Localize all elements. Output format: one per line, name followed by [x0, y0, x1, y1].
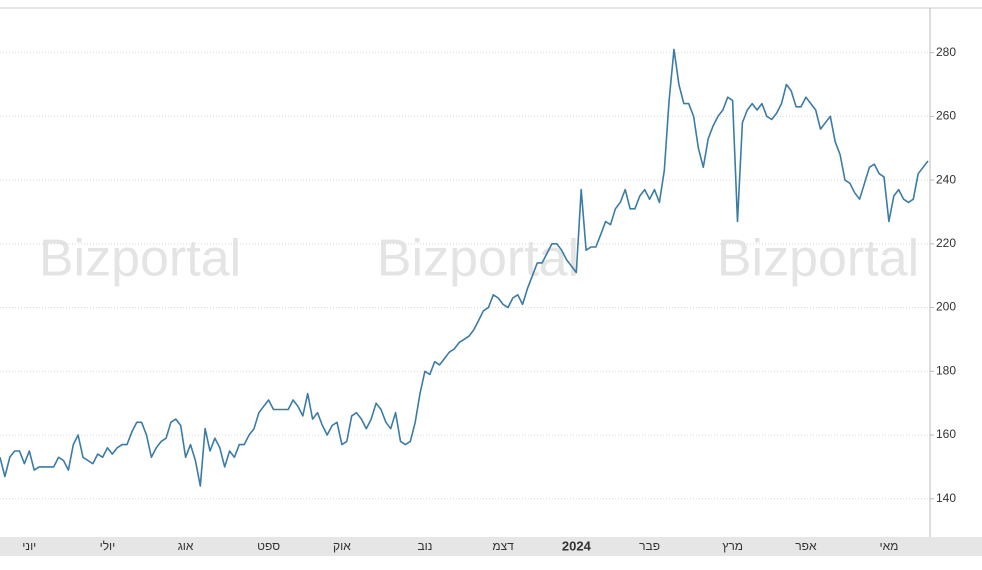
y-tick-label: 180	[936, 363, 956, 377]
price-line	[0, 48, 929, 487]
y-tick-label: 140	[936, 491, 956, 505]
x-tick-label: מרץ	[722, 539, 743, 553]
y-tick-label: 160	[936, 427, 956, 441]
watermark: Bizportal	[377, 230, 579, 288]
watermark: Bizportal	[717, 230, 919, 288]
x-tick-label: מאי	[879, 539, 898, 553]
y-tick-label: 240	[936, 172, 956, 186]
x-axis-band	[0, 537, 982, 556]
x-tick-label: ספט	[257, 539, 280, 553]
x-tick-label: אפר	[795, 539, 817, 553]
x-tick-label: יוני	[22, 539, 36, 553]
y-tick-label: 260	[936, 109, 956, 123]
watermark: Bizportal	[39, 230, 241, 288]
x-tick-label: אוג	[178, 539, 194, 553]
x-tick-label: פבר	[639, 539, 660, 553]
y-tick-label: 280	[936, 45, 956, 59]
x-tick-label: יולי	[100, 539, 116, 553]
y-tick-label: 220	[936, 236, 956, 250]
x-tick-label: דצמ	[492, 539, 514, 553]
x-tick-label: נוב	[417, 539, 432, 553]
x-tick-label: אוק	[333, 539, 351, 553]
x-tick-label: 2024	[562, 538, 592, 553]
y-tick-label: 200	[936, 300, 956, 314]
